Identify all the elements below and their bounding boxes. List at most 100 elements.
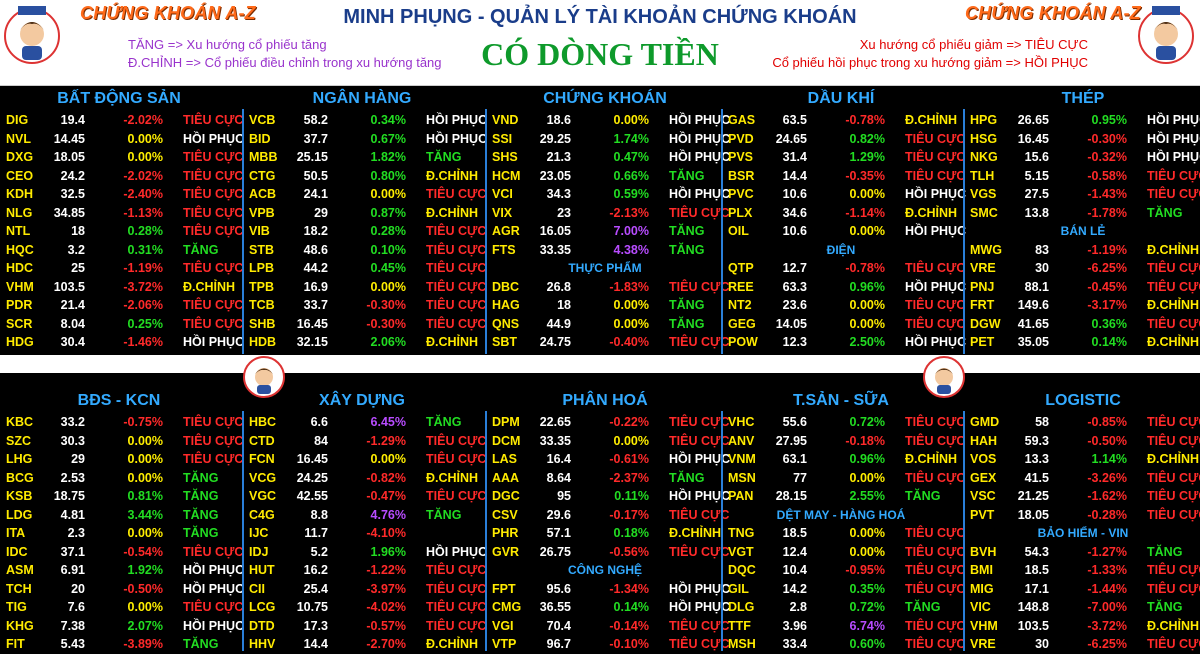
trend-status: TĂNG [669, 224, 705, 238]
stock-row: PET 35.05 0.14% Đ.CHỈNH [967, 333, 1199, 352]
stock-price: 27.95 [775, 433, 807, 448]
percent-change: -0.47% [366, 489, 406, 503]
brand-title-left: CHỨNG KHOÁN A-Z [80, 3, 256, 23]
stock-price: 77 [793, 470, 807, 485]
ticker-symbol: BCG [6, 470, 34, 485]
stock-price: 16.05 [539, 224, 571, 238]
trend-status: TIÊU CỰC [183, 316, 244, 331]
trend-status: TĂNG [905, 489, 941, 503]
stock-price: 30 [1035, 637, 1049, 651]
trend-status: Đ.CHỈNH [426, 637, 479, 651]
percent-change: 1.96% [370, 544, 406, 559]
trend-status: TIÊU CỰC [426, 489, 487, 503]
stock-price: 58 [1035, 415, 1049, 429]
ticker-symbol: C4G [249, 507, 275, 522]
ticker-symbol: GVR [492, 544, 520, 559]
stock-price: 42.55 [296, 489, 328, 503]
stock-price: 12.3 [782, 335, 807, 349]
percent-change: -0.75% [123, 415, 163, 429]
stock-price: 148.8 [1017, 600, 1049, 614]
ticker-symbol: DQC [728, 563, 756, 577]
sector-panel: PHÂN HOÁ DPM 22.65 -0.22% TIÊU CỰC DCM 33.35 0.… [489, 391, 730, 653]
stock-price: 95 [557, 489, 571, 503]
legend-line: Xu hướng cổ phiếu giảm => TIÊU CỰC [859, 37, 1088, 52]
trend-status: HỒI PHỤC [1147, 131, 1200, 146]
percent-change: 0.28% [127, 224, 163, 238]
stock-price: 10.6 [782, 187, 807, 201]
ticker-symbol: GIL [728, 581, 749, 596]
sector-panel: LOGISTIC GMD 58 -0.85% TIÊU CỰC HAH 59.3 -0.50%… [967, 391, 1200, 653]
stock-price: 18 [557, 298, 571, 312]
ticker-symbol: MIG [970, 581, 994, 596]
stock-row: LCG 10.75 -4.02% TIÊU CỰC [246, 598, 486, 617]
ticker-symbol: MSN [728, 470, 756, 485]
stock-price: 22.65 [539, 415, 571, 429]
percent-change: -1.43% [1087, 187, 1127, 201]
ticker-symbol: GMD [970, 415, 1000, 429]
ticker-symbol: PVD [728, 131, 754, 146]
stock-row: VGS 27.5 -1.43% TIÊU CỰC [967, 185, 1200, 204]
trend-status: HỒI PHỤC [183, 335, 245, 349]
trend-status: TĂNG [183, 470, 219, 485]
ticker-symbol: AGR [492, 224, 520, 238]
ticker-symbol: TCB [249, 298, 275, 312]
percent-change: 0.96% [849, 279, 885, 294]
ticker-symbol: LPB [249, 261, 274, 275]
trend-status: Đ.CHỈNH [426, 168, 479, 183]
stock-price: 35.05 [1017, 335, 1049, 349]
stock-price: 25.4 [303, 581, 328, 596]
stock-price: 26.65 [1017, 113, 1049, 127]
trend-status: TIÊU CỰC [905, 261, 966, 275]
trend-status: TIÊU CỰC [183, 544, 244, 559]
column-divider [721, 411, 723, 651]
percent-change: -0.50% [1087, 433, 1127, 448]
ticker-symbol: VRE [970, 637, 996, 651]
trend-status: TIÊU CỰC [426, 242, 487, 257]
trend-status: TIÊU CỰC [905, 168, 966, 183]
stock-row: MIG 17.1 -1.44% TIÊU CỰC [967, 580, 1200, 599]
percent-change: 4.76% [370, 507, 406, 522]
stock-price: 24.2 [60, 168, 85, 183]
trend-status: Đ.CHỈNH [905, 113, 958, 127]
trend-status: TIÊU CỰC [1147, 581, 1200, 596]
stock-row: HAH 59.3 -0.50% TIÊU CỰC [967, 432, 1200, 451]
stock-price: 59.3 [1024, 433, 1049, 448]
ticker-symbol: DCM [492, 433, 521, 448]
stock-price: 15.6 [1024, 150, 1049, 164]
trend-status: TĂNG [669, 316, 705, 331]
trend-status: TIÊU CỰC [183, 205, 244, 220]
stock-row: VGI 70.4 -0.14% TIÊU CỰC [489, 617, 729, 636]
trend-status: Đ.CHỈNH [669, 526, 722, 540]
trend-status: TĂNG [669, 298, 705, 312]
stock-price: 33.7 [303, 298, 328, 312]
stock-row: FTS 33.35 4.38% TĂNG [489, 241, 721, 260]
stock-price: 21.25 [1017, 489, 1049, 503]
stock-row: CTG 50.5 0.80% Đ.CHỈNH [246, 167, 478, 186]
trend-status: TIÊU CỰC [669, 507, 730, 522]
ticker-symbol: HUT [249, 563, 275, 577]
trend-status: TĂNG [669, 168, 705, 183]
stock-row: VNM 63.1 0.96% Đ.CHỈNH [725, 450, 957, 469]
trend-status: HỒI PHỤC [669, 150, 731, 164]
stock-row: SHS 21.3 0.47% HỒI PHỤC [489, 148, 730, 167]
percent-change: 0.00% [127, 600, 163, 614]
percent-change: -0.56% [609, 544, 649, 559]
stock-price: 8.8 [310, 507, 328, 522]
stock-price: 63.3 [782, 279, 807, 294]
stock-row: ACB 24.1 0.00% TIÊU CỰC [246, 185, 486, 204]
ticker-symbol: SBT [492, 335, 517, 349]
ticker-symbol: DTD [249, 618, 275, 633]
stock-row: MBB 25.15 1.82% TĂNG [246, 148, 478, 167]
stock-price: 32.15 [296, 335, 328, 349]
trend-status: TIÊU CỰC [905, 581, 966, 596]
ticker-symbol: LDG [6, 507, 33, 522]
trend-status: TIÊU CỰC [1147, 261, 1200, 275]
ticker-symbol: HCM [492, 168, 521, 183]
trend-status: TIÊU CỰC [1147, 489, 1200, 503]
stock-row: DIG 19.4 -2.02% TIÊU CỰC [3, 111, 243, 130]
trend-status: TIÊU CỰC [426, 316, 487, 331]
percent-change: 0.67% [370, 131, 406, 146]
ticker-symbol: VCI [492, 187, 513, 201]
stock-row: STB 48.6 0.10% TIÊU CỰC [246, 241, 486, 260]
stock-row: TNG 18.5 0.00% TIÊU CỰC [725, 524, 965, 543]
